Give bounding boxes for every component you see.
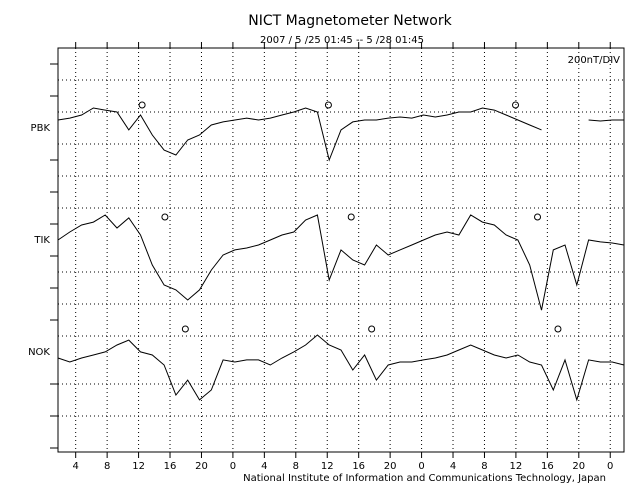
x-tick-label: 16: [541, 461, 554, 472]
x-tick-label: 0: [607, 461, 613, 472]
chart-subtitle: 2007 / 5 /25 01:45 -- 5 /28 01:45: [260, 35, 424, 46]
scale-label: 200nT/DIV: [568, 55, 621, 66]
x-tick-label: 20: [572, 461, 585, 472]
chart-title: NICT Magnetometer Network: [248, 13, 452, 29]
midnight-marker: [534, 213, 542, 221]
x-tick-label: 12: [510, 461, 523, 472]
series-label: TIK: [33, 235, 50, 246]
midnight-marker: [324, 101, 332, 109]
x-tick-label: 12: [321, 461, 334, 472]
trace: [57, 334, 625, 402]
trace: [57, 214, 625, 311]
x-tick-label: 8: [481, 461, 487, 472]
trace: [57, 107, 624, 162]
x-tick-label: 16: [164, 461, 177, 472]
x-tick-label: 4: [450, 461, 456, 472]
x-tick-label: 4: [261, 461, 267, 472]
x-tick-label: 20: [195, 461, 208, 472]
midnight-marker: [512, 101, 520, 109]
midnight-marker: [138, 101, 146, 109]
x-tick-label: 8: [104, 461, 110, 472]
x-tick-label: 0: [230, 461, 236, 472]
x-tick-label: 8: [293, 461, 299, 472]
midnight-marker: [181, 325, 189, 333]
series-label: PBK: [31, 123, 51, 134]
x-tick-label: 12: [132, 461, 145, 472]
plot-frame: [57, 47, 625, 453]
midnight-marker: [161, 213, 169, 221]
footer: National Institute of Information and Co…: [243, 473, 606, 484]
midnight-marker: [347, 213, 355, 221]
series-label: NOK: [28, 347, 50, 358]
midnight-marker: [368, 325, 376, 333]
x-tick-label: 4: [73, 461, 79, 472]
x-tick-label: 0: [418, 461, 424, 472]
x-tick-label: 20: [384, 461, 397, 472]
midnight-marker: [554, 325, 562, 333]
x-tick-label: 16: [352, 461, 365, 472]
y-divisions: [50, 63, 624, 449]
